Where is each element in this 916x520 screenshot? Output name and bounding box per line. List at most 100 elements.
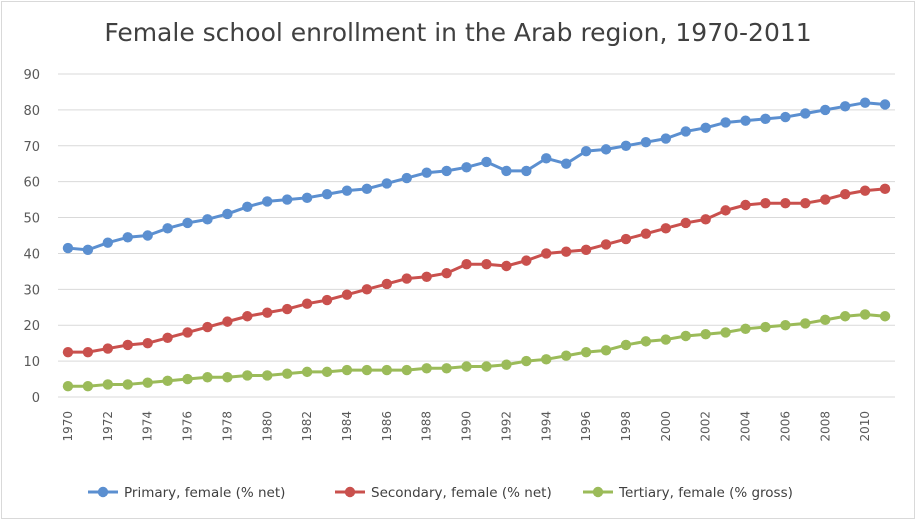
data-point xyxy=(720,117,731,128)
data-point xyxy=(680,330,691,342)
data-point xyxy=(481,259,492,270)
x-tick-label: 1988 xyxy=(420,411,434,442)
series-line xyxy=(67,101,886,252)
data-point xyxy=(780,111,791,123)
data-point xyxy=(242,370,253,381)
legend-item: Secondary, female (% net) xyxy=(335,485,552,501)
data-point xyxy=(242,311,253,322)
data-point xyxy=(560,246,572,257)
x-tick-label: 1984 xyxy=(340,411,354,442)
x-tick-label: 1990 xyxy=(460,411,474,442)
series-2 xyxy=(62,183,891,358)
data-point xyxy=(441,267,452,279)
data-point xyxy=(600,345,612,356)
data-point xyxy=(182,217,193,229)
data-point xyxy=(341,364,353,376)
data-point xyxy=(780,198,791,209)
y-tick-label: 20 xyxy=(23,319,40,334)
legend-item: Tertiary, female (% gross) xyxy=(583,485,793,501)
series-1 xyxy=(62,97,891,256)
data-point xyxy=(640,136,652,148)
data-point xyxy=(620,233,632,245)
x-tick-label: 1992 xyxy=(499,411,513,442)
data-point xyxy=(800,198,811,209)
data-point xyxy=(760,321,771,333)
data-point xyxy=(501,260,512,272)
data-point xyxy=(341,185,353,196)
x-tick-label: 1978 xyxy=(220,411,234,442)
data-point xyxy=(82,346,94,358)
data-point xyxy=(361,364,373,376)
x-tick-label: 1996 xyxy=(579,411,593,442)
data-point xyxy=(142,377,153,388)
data-point xyxy=(421,167,432,178)
chart-title: Female school enrollment in the Arab reg… xyxy=(104,18,812,47)
legend-swatch-marker xyxy=(97,486,109,498)
y-axis-ticks: 0 10 20 30 40 50 60 70 80 90 xyxy=(23,68,40,406)
data-point xyxy=(222,208,233,220)
data-point xyxy=(62,381,74,392)
y-tick-label: 0 xyxy=(32,391,40,406)
data-point xyxy=(421,271,432,282)
data-point xyxy=(341,289,353,300)
data-point xyxy=(262,370,273,381)
x-tick-label: 1980 xyxy=(260,411,274,442)
data-point xyxy=(660,223,672,234)
data-point xyxy=(820,314,831,326)
x-axis-ticks: 1970 1972 1974 1976 1978 1980 1982 1984 1986 1988… xyxy=(61,411,872,442)
data-point xyxy=(600,239,612,250)
legend-item: Primary, female (% net) xyxy=(88,485,285,501)
data-point xyxy=(740,323,751,335)
data-point xyxy=(401,273,412,284)
data-point xyxy=(202,214,213,225)
data-point xyxy=(521,165,532,177)
data-point xyxy=(202,321,213,333)
data-point xyxy=(222,372,233,383)
data-point xyxy=(62,242,74,254)
data-point xyxy=(142,230,153,241)
data-point xyxy=(820,104,831,116)
data-point xyxy=(381,178,393,189)
data-point xyxy=(461,162,472,173)
data-point xyxy=(122,232,133,243)
x-tick-label: 1986 xyxy=(380,411,394,442)
series-layer xyxy=(62,97,891,392)
data-point xyxy=(700,214,711,225)
data-point xyxy=(521,355,532,367)
data-point xyxy=(640,228,652,239)
data-point xyxy=(879,183,891,195)
data-point xyxy=(242,201,253,212)
x-tick-label: 2002 xyxy=(699,411,713,442)
data-point xyxy=(580,346,592,358)
data-point xyxy=(580,244,592,256)
data-point xyxy=(740,199,751,211)
data-point xyxy=(401,172,412,184)
data-point xyxy=(700,122,711,134)
x-tick-label: 1994 xyxy=(539,411,553,442)
data-point xyxy=(361,284,373,295)
data-point xyxy=(560,158,572,169)
data-point xyxy=(142,337,153,349)
data-point xyxy=(521,255,532,266)
data-point xyxy=(620,140,632,151)
y-tick-label: 10 xyxy=(23,355,40,370)
data-point xyxy=(481,361,492,372)
data-point xyxy=(700,328,711,340)
data-point xyxy=(281,194,293,205)
data-point xyxy=(122,339,133,351)
data-point xyxy=(162,223,173,234)
data-point xyxy=(301,366,313,378)
data-point xyxy=(162,332,173,343)
gridlines xyxy=(58,73,895,398)
x-tick-label: 1970 xyxy=(61,411,75,442)
legend-swatch-marker xyxy=(344,486,356,498)
data-point xyxy=(461,361,472,372)
x-tick-label: 1972 xyxy=(101,411,115,442)
data-point xyxy=(182,327,193,338)
x-tick-label: 2006 xyxy=(778,411,792,442)
data-point xyxy=(541,153,552,164)
data-point xyxy=(580,145,592,157)
x-tick-label: 1976 xyxy=(181,411,195,442)
